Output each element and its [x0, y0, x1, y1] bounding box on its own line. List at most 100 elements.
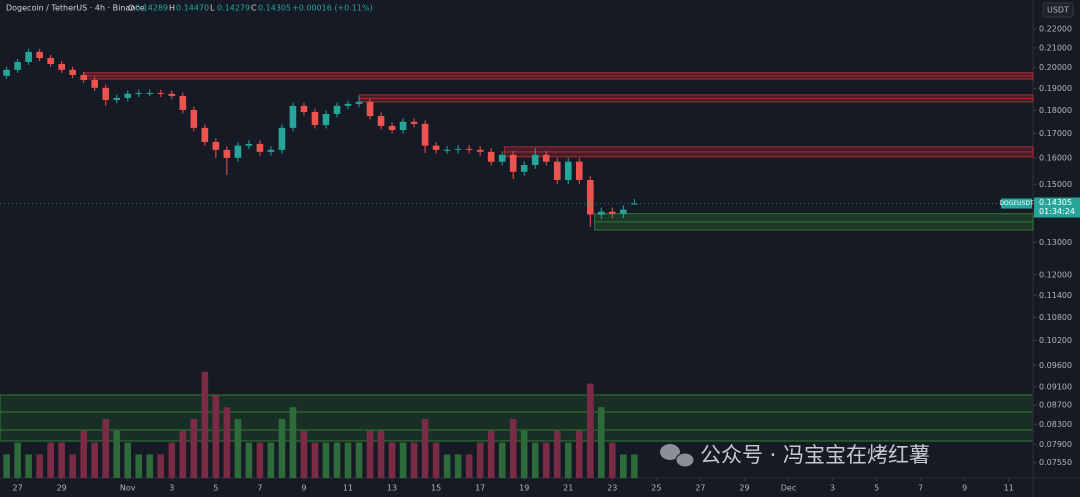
- symbol-box: [1001, 198, 1032, 209]
- x-tick-label: 3: [169, 484, 174, 493]
- candle-body: [531, 154, 539, 166]
- volume-bar: [146, 454, 154, 478]
- candle-body: [267, 149, 275, 152]
- symbol-label: DOGEUSDT: [999, 200, 1034, 207]
- y-tick-label: 0.10800: [1039, 313, 1072, 322]
- volume-bar: [421, 419, 429, 478]
- candle-body: [355, 101, 363, 104]
- x-tick-label: 5: [213, 484, 218, 493]
- wechat-icon: [660, 444, 680, 460]
- candle-body: [179, 95, 187, 110]
- candle-body: [58, 63, 65, 70]
- candle-body: [465, 148, 473, 150]
- legend-key: C: [251, 4, 257, 13]
- y-tick-label: 0.18000: [1039, 106, 1072, 115]
- candle-body: [256, 143, 264, 152]
- candle-body: [421, 123, 429, 146]
- candle-body: [223, 149, 231, 158]
- x-tick-label: 13: [387, 484, 397, 493]
- volume-bar: [520, 430, 528, 478]
- volume-bar: [289, 407, 297, 478]
- candle-body: [25, 51, 32, 62]
- candle-body: [69, 69, 76, 75]
- volume-bar: [58, 442, 65, 478]
- legend-value: 0.14279: [217, 4, 250, 13]
- volume-bar: [113, 430, 121, 478]
- candle-body: [201, 127, 209, 142]
- candle-body: [609, 211, 616, 214]
- x-tick-label: 11: [1004, 484, 1014, 493]
- candle-body: [91, 79, 99, 88]
- volume-bar: [388, 442, 396, 478]
- volume-bar: [553, 430, 561, 478]
- x-tick-label: 27: [695, 484, 705, 493]
- y-tick-label: 0.08300: [1039, 420, 1072, 429]
- volume-bar: [377, 430, 385, 478]
- volume-bar: [179, 430, 187, 478]
- x-tick-label: 9: [962, 484, 967, 493]
- volume-bar: [234, 419, 242, 478]
- candle-body: [410, 121, 418, 124]
- x-tick-label: 3: [830, 484, 835, 493]
- candle-body: [124, 93, 132, 98]
- volume-bar: [300, 430, 308, 478]
- candle-body: [300, 105, 308, 112]
- candle-body: [322, 113, 330, 126]
- volume-bar: [3, 454, 10, 478]
- y-tick-label: 0.08700: [1039, 401, 1072, 410]
- volume-bar: [256, 442, 264, 478]
- volume-bar: [443, 454, 451, 478]
- volume-bar: [278, 419, 286, 478]
- x-tick-label: 29: [57, 484, 67, 493]
- volume-bar: [586, 383, 594, 478]
- volume-bar: [80, 430, 88, 478]
- legend-value: 0.14289: [135, 4, 168, 13]
- candle-body: [432, 145, 440, 150]
- volume-bar: [322, 442, 330, 478]
- candle-body: [146, 92, 154, 94]
- chart-title: Dogecoin / TetherUS · 4h · Binance: [6, 4, 145, 13]
- volume-bar: [201, 371, 209, 478]
- volume-bar: [91, 442, 99, 478]
- volume-bar: [102, 419, 110, 478]
- volume-bar: [69, 454, 76, 478]
- y-tick-label: 0.20000: [1039, 63, 1072, 72]
- x-tick-label: 7: [918, 484, 923, 493]
- y-tick-label: 0.09600: [1039, 361, 1072, 370]
- x-tick-label: 25: [651, 484, 661, 493]
- y-tick-label: 0.21000: [1039, 43, 1072, 52]
- y-tick-label: 0.07550: [1039, 458, 1072, 467]
- candle-body: [168, 93, 176, 96]
- y-tick-label: 0.22000: [1039, 24, 1072, 33]
- candle-body: [487, 151, 495, 162]
- y-tick-label: 0.17000: [1039, 129, 1072, 138]
- candle-body: [311, 111, 319, 126]
- x-tick-label: 11: [343, 484, 353, 493]
- candle-body: [586, 179, 594, 215]
- candle-body: [190, 109, 198, 128]
- candle-body: [443, 149, 451, 151]
- candle-body: [14, 61, 21, 70]
- y-tick-label: 0.11400: [1039, 291, 1072, 300]
- volume-bar: [333, 442, 341, 478]
- y-tick-label: 0.13000: [1039, 238, 1072, 247]
- x-tick-label: Dec: [781, 484, 796, 493]
- ohlc-legend: O 0.14289 H 0.14470 L 0.14279 C 0.14305 +0.00016…: [128, 4, 373, 13]
- x-tick-label: 15: [431, 484, 441, 493]
- volume-bar: [498, 442, 506, 478]
- x-tick-label: 23: [607, 484, 617, 493]
- price-box: [1034, 197, 1080, 218]
- legend-key: H: [169, 4, 175, 13]
- volume-bar: [575, 430, 583, 478]
- volume-bar: [366, 430, 374, 478]
- candle-body: [80, 74, 88, 80]
- candle-body: [631, 203, 638, 205]
- volume-bar: [14, 442, 21, 478]
- candle-body: [476, 149, 484, 152]
- volume-bar: [620, 454, 627, 478]
- volume-bar: [212, 395, 220, 478]
- x-tick-label: 7: [257, 484, 262, 493]
- legend-value: 0.14305: [258, 4, 291, 13]
- watermark-text: 公众号 · 冯宝宝在烤红薯: [700, 443, 930, 467]
- volume-bar: [344, 442, 352, 478]
